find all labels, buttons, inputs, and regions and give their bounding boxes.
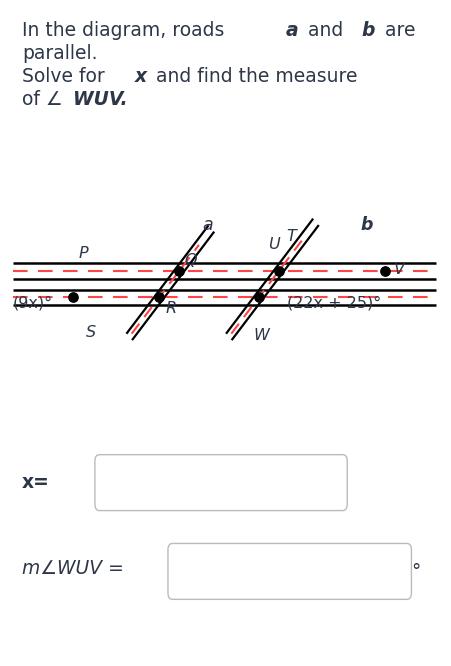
Text: of ∠: of ∠ [22,90,63,109]
Text: WUV.: WUV. [74,90,128,109]
Text: V: V [394,262,405,276]
Point [255,292,262,303]
Point [69,292,76,303]
Text: and: and [302,21,349,39]
Point [175,266,183,276]
Text: S: S [85,325,96,340]
FancyBboxPatch shape [168,543,411,599]
Text: b: b [361,216,373,234]
Point [275,266,282,276]
Text: W: W [254,328,270,343]
Text: In the diagram, roads: In the diagram, roads [22,21,230,39]
Text: and find the measure: and find the measure [150,67,357,86]
Point [381,266,388,276]
Text: x: x [134,67,147,86]
Text: (22x + 25)°: (22x + 25)° [286,296,381,311]
Text: °: ° [411,561,421,581]
Text: (9x)°: (9x)° [13,296,53,311]
Text: a: a [202,216,213,234]
Text: m∠WUV =: m∠WUV = [22,559,130,578]
Text: P: P [79,246,89,260]
Text: Solve for: Solve for [22,67,110,86]
Text: x=: x= [22,474,50,492]
Text: Q: Q [185,253,198,268]
Text: R: R [166,302,177,316]
Text: b: b [362,21,375,39]
Text: are: are [378,21,415,39]
Point [156,292,163,303]
Text: a: a [286,21,299,39]
Text: parallel.: parallel. [22,44,97,63]
FancyBboxPatch shape [95,455,347,511]
Text: T: T [286,228,296,244]
Text: U: U [268,237,280,252]
